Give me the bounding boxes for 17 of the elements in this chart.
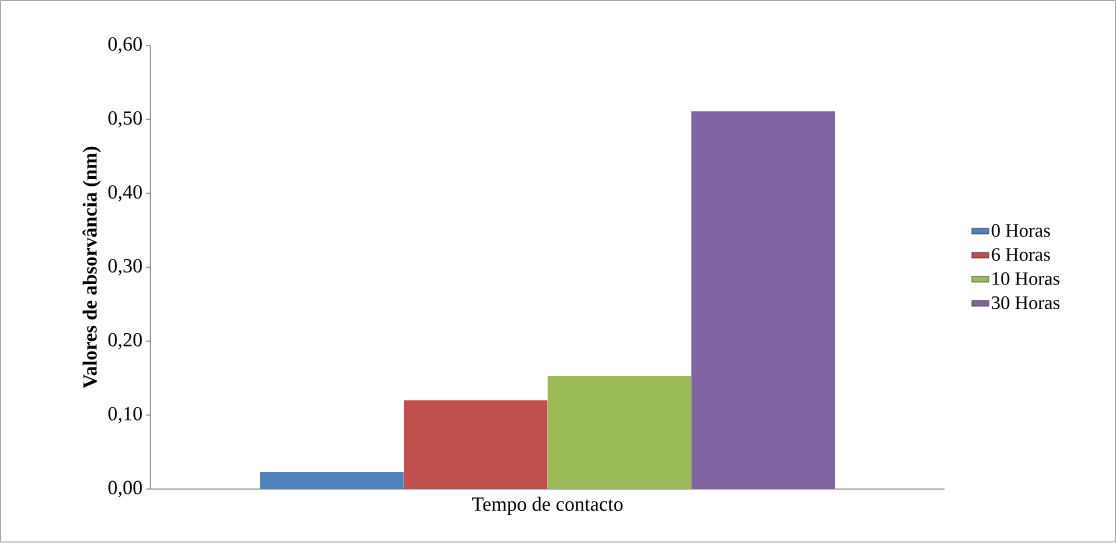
legend-label: 10 Horas	[992, 272, 1060, 286]
y-axis-title: Valores de absorvância (nm)	[82, 147, 101, 389]
bar	[403, 400, 548, 490]
y-tick-label: 0,60	[108, 37, 142, 54]
y-tick-label: 0,30	[108, 259, 142, 276]
y-tick-label: 0,10	[108, 407, 142, 424]
bar	[259, 472, 404, 490]
legend-label: 6 Horas	[991, 248, 1050, 262]
y-tick-label: 0,50	[108, 111, 142, 128]
y-tick-label: 0,40	[108, 185, 142, 202]
bar	[547, 376, 692, 490]
y-tick-label: 0,20	[108, 333, 142, 350]
y-tick-label: 0,00	[108, 481, 142, 498]
bar	[691, 111, 836, 490]
legend-label: 0 Horas	[991, 224, 1050, 238]
legend-label: 30 Horas	[991, 296, 1060, 310]
x-tick-label: Tempo de contacto	[472, 497, 623, 516]
